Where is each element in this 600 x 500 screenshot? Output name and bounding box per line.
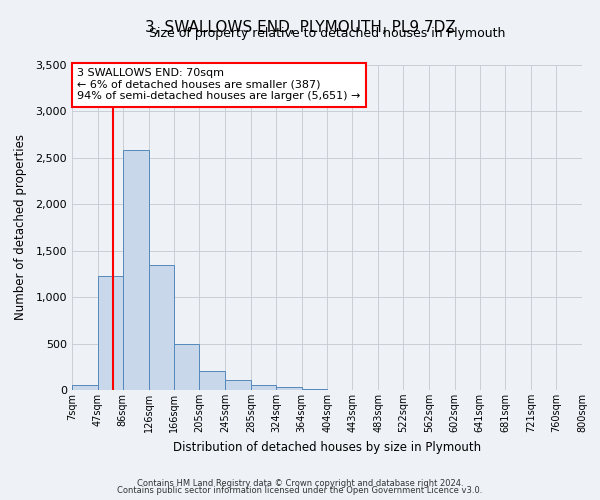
Text: 3, SWALLOWS END, PLYMOUTH, PL9 7DZ: 3, SWALLOWS END, PLYMOUTH, PL9 7DZ — [145, 20, 455, 35]
Y-axis label: Number of detached properties: Number of detached properties — [14, 134, 27, 320]
X-axis label: Distribution of detached houses by size in Plymouth: Distribution of detached houses by size … — [173, 440, 481, 454]
Bar — [98, 276, 123, 390]
Text: Contains public sector information licensed under the Open Government Licence v3: Contains public sector information licen… — [118, 486, 482, 495]
Bar — [276, 387, 302, 390]
Text: 3 SWALLOWS END: 70sqm
← 6% of detached houses are smaller (387)
94% of semi-deta: 3 SWALLOWS END: 70sqm ← 6% of detached h… — [77, 68, 361, 102]
Bar — [302, 389, 328, 390]
Bar — [225, 380, 251, 390]
Bar — [123, 150, 149, 390]
Bar — [149, 264, 174, 390]
Bar — [174, 344, 199, 390]
Bar — [199, 372, 225, 390]
Bar — [72, 386, 98, 390]
Bar — [251, 386, 276, 390]
Title: Size of property relative to detached houses in Plymouth: Size of property relative to detached ho… — [149, 27, 505, 40]
Text: Contains HM Land Registry data © Crown copyright and database right 2024.: Contains HM Land Registry data © Crown c… — [137, 478, 463, 488]
